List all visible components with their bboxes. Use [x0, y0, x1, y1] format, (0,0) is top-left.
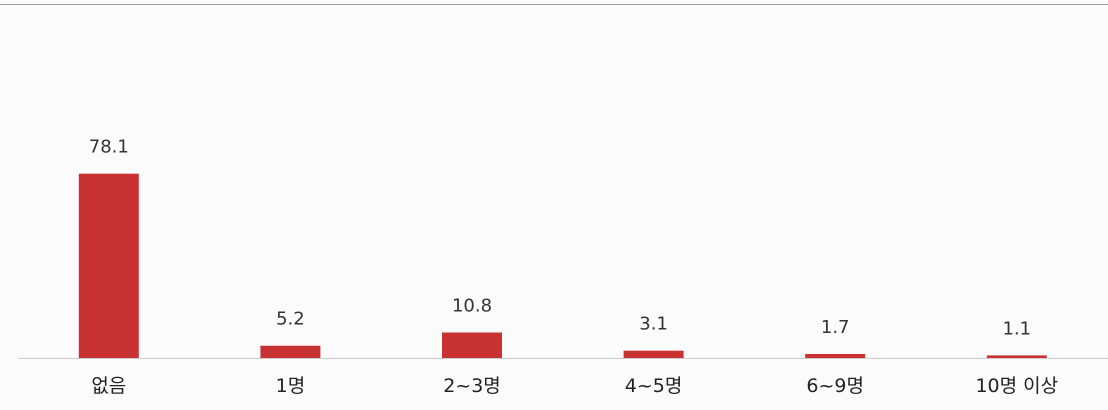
bar-3 [623, 350, 684, 358]
bar-value-label-0: 78.1 [89, 137, 129, 158]
x-axis-tick-labels: 없음 1명 2~3명 4~5명 6~9명 10명 이상 [91, 375, 1058, 397]
x-tick-label-5: 10명 이상 [975, 375, 1058, 397]
bar-5 [986, 355, 1047, 358]
bar-1 [260, 345, 321, 358]
bars-layer [78, 173, 1047, 358]
bar-value-label-5: 1.1 [1002, 318, 1031, 339]
x-tick-label-0: 없음 [91, 375, 126, 397]
bar-value-label-3: 3.1 [639, 314, 668, 335]
x-tick-label-3: 4~5명 [625, 375, 683, 397]
x-tick-label-1: 1명 [276, 375, 306, 397]
x-tick-label-4: 6~9명 [806, 375, 864, 397]
bar-value-label-4: 1.7 [821, 317, 850, 338]
bar-2 [442, 332, 502, 358]
value-labels-layer: 78.1 5.2 10.8 3.1 1.7 1.1 [89, 137, 1031, 340]
bar-value-label-2: 10.8 [452, 296, 492, 317]
bar-4 [805, 353, 866, 358]
x-tick-label-2: 2~3명 [443, 375, 501, 397]
bar-0 [78, 173, 139, 358]
bar-value-label-1: 5.2 [276, 309, 305, 330]
